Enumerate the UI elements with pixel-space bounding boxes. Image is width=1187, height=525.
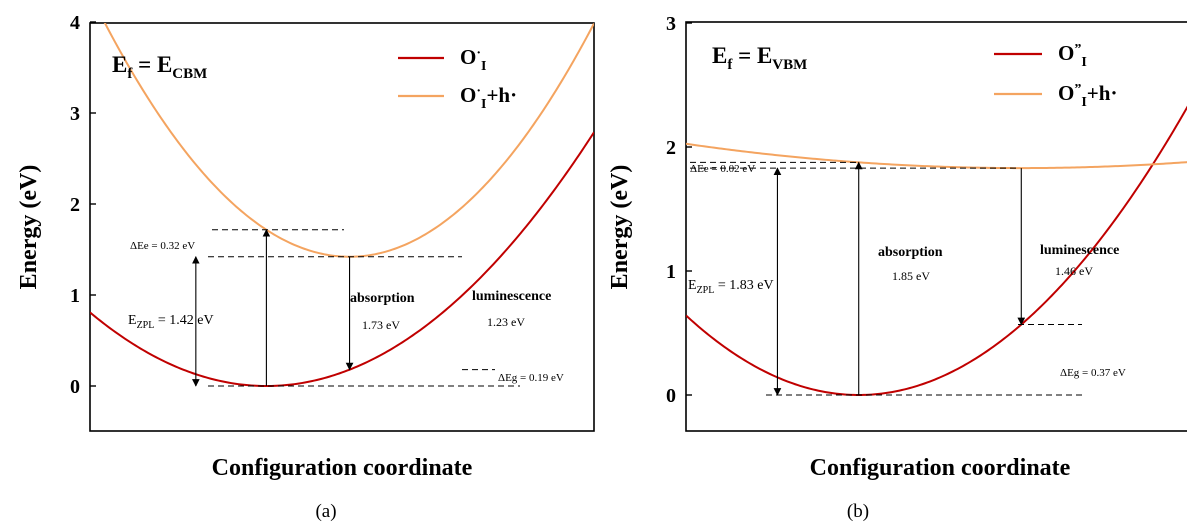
- legend-label-orange-b: O”I+h·: [1058, 81, 1117, 110]
- y-tick-label-b: 3: [666, 13, 676, 35]
- luminescence-value-b: 1.46 eV: [1055, 264, 1093, 278]
- legend-a: O·I O·I+h·: [398, 45, 517, 112]
- y-tick-label-a: 2: [70, 194, 80, 216]
- absorption-value-a: 1.73 eV: [362, 318, 400, 332]
- absorption-label-a: absorption: [350, 291, 415, 306]
- y-tick-label-a: 0: [70, 376, 80, 398]
- panel-a: 0 1 2 3 4 Ef = ECBM O·I O·I+h· ΔEe = 0.32 eV…: [16, 12, 595, 522]
- absorption-value-b: 1.85 eV: [892, 269, 930, 283]
- y-tick-label-b: 1: [666, 261, 676, 283]
- delta-e-label-a: ΔEe = 0.32 eV: [130, 240, 195, 252]
- y-axis-label-a: Energy (eV): [16, 165, 42, 290]
- luminescence-value-a: 1.23 eV: [487, 315, 525, 329]
- series-line-orange-b: [686, 142, 1187, 170]
- legend-label-red-a: O·I: [460, 45, 486, 74]
- curves-b: [686, 105, 1187, 397]
- y-ticks-b: 0 1 2 3: [666, 13, 692, 407]
- series-line-orange-a: [103, 23, 594, 258]
- legend-label-red-b: O”I: [1058, 41, 1087, 70]
- guides-a: [191, 229, 520, 387]
- panel-caption-a: (a): [315, 501, 336, 522]
- legend-label-orange-a: O·I+h·: [460, 83, 517, 112]
- x-axis-label-b: Configuration coordinate: [810, 455, 1071, 481]
- delta-g-label-b: ΔEg = 0.37 eV: [1060, 367, 1126, 379]
- y-tick-label-a: 3: [70, 103, 80, 125]
- luminescence-label-b: luminescence: [1040, 243, 1119, 258]
- luminescence-label-a: luminescence: [472, 289, 551, 304]
- x-axis-label-a: Configuration coordinate: [212, 455, 473, 481]
- condition-label-a: Ef = ECBM: [112, 52, 207, 82]
- legend-b: O”I O”I+h·: [994, 41, 1117, 110]
- y-tick-label-a: 4: [70, 12, 80, 34]
- delta-e-label-b: ΔEe = 0.02 eV: [690, 163, 755, 175]
- plot-frame-a: [89, 22, 595, 432]
- plot-frame-b: [685, 21, 1187, 432]
- condition-label-b: Ef = EVBM: [712, 43, 807, 73]
- absorption-label-b: absorption: [878, 245, 943, 260]
- y-axis-label-b: Energy (eV): [607, 165, 633, 290]
- y-tick-label-b: 0: [666, 385, 676, 407]
- ezpl-label-b: EZPL = 1.83 eV: [688, 278, 774, 296]
- delta-g-label-a: ΔEg = 0.19 eV: [498, 372, 564, 384]
- guides-b: [690, 161, 1082, 396]
- series-line-red-b: [686, 105, 1187, 397]
- y-ticks-a: 0 1 2 3 4: [70, 12, 96, 398]
- series-line-red-a: [90, 131, 594, 388]
- ezpl-label-a: EZPL = 1.42 eV: [128, 313, 214, 331]
- y-tick-label-b: 2: [666, 137, 676, 159]
- panel-caption-b: (b): [847, 501, 869, 522]
- y-tick-label-a: 1: [70, 285, 80, 307]
